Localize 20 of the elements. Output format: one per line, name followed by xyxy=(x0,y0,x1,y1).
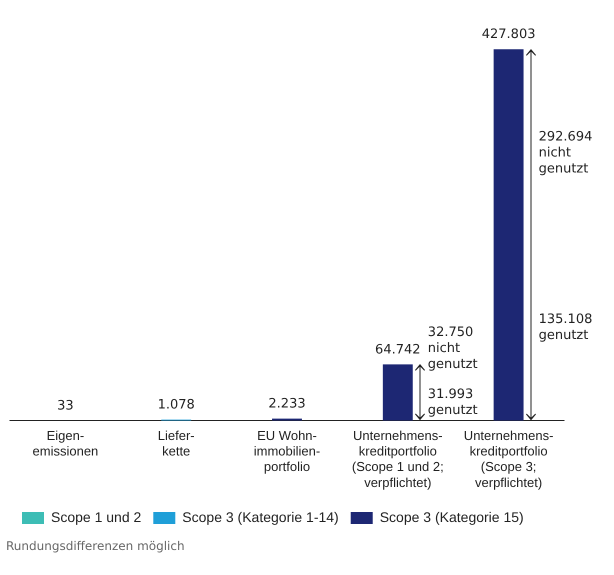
annotation: 292.694 nicht genutzt xyxy=(538,130,592,177)
bar xyxy=(494,49,524,421)
x-tick-label: Eigen- emissionen xyxy=(32,428,98,459)
annotation: 31.993 genutzt xyxy=(428,386,478,418)
data-label: 427.803 xyxy=(482,27,536,42)
data-label: 2.233 xyxy=(268,396,306,412)
text: Rundungsdifferenzen möglich xyxy=(6,539,186,553)
bar xyxy=(382,364,413,421)
legend-label: Scope 1 und 2 xyxy=(51,508,142,525)
data-label: 1.078 xyxy=(158,398,195,413)
x-tick-label: Liefer- kette xyxy=(158,428,195,459)
legend-label: Scope 3 (Kategorie 15) xyxy=(380,508,524,525)
annotation: 135.108 genutzt xyxy=(538,312,592,344)
data-label: 33 xyxy=(57,398,74,414)
legend-label: Scope 3 (Kategorie 1-14) xyxy=(182,508,339,525)
data-label: 64.742 xyxy=(375,342,421,358)
x-tick-label: Unternehmens- kreditportfolio (Scope 3; verpflichtet) xyxy=(464,428,554,490)
annotation: 32.750 nicht genutzt xyxy=(428,324,478,372)
x-tick-label: Unternehmens- kreditportfolio (Scope 1 und 2; verpflichtet) xyxy=(352,428,444,490)
x-tick-label: EU Wohn- immobilien- portfolio xyxy=(254,428,320,474)
